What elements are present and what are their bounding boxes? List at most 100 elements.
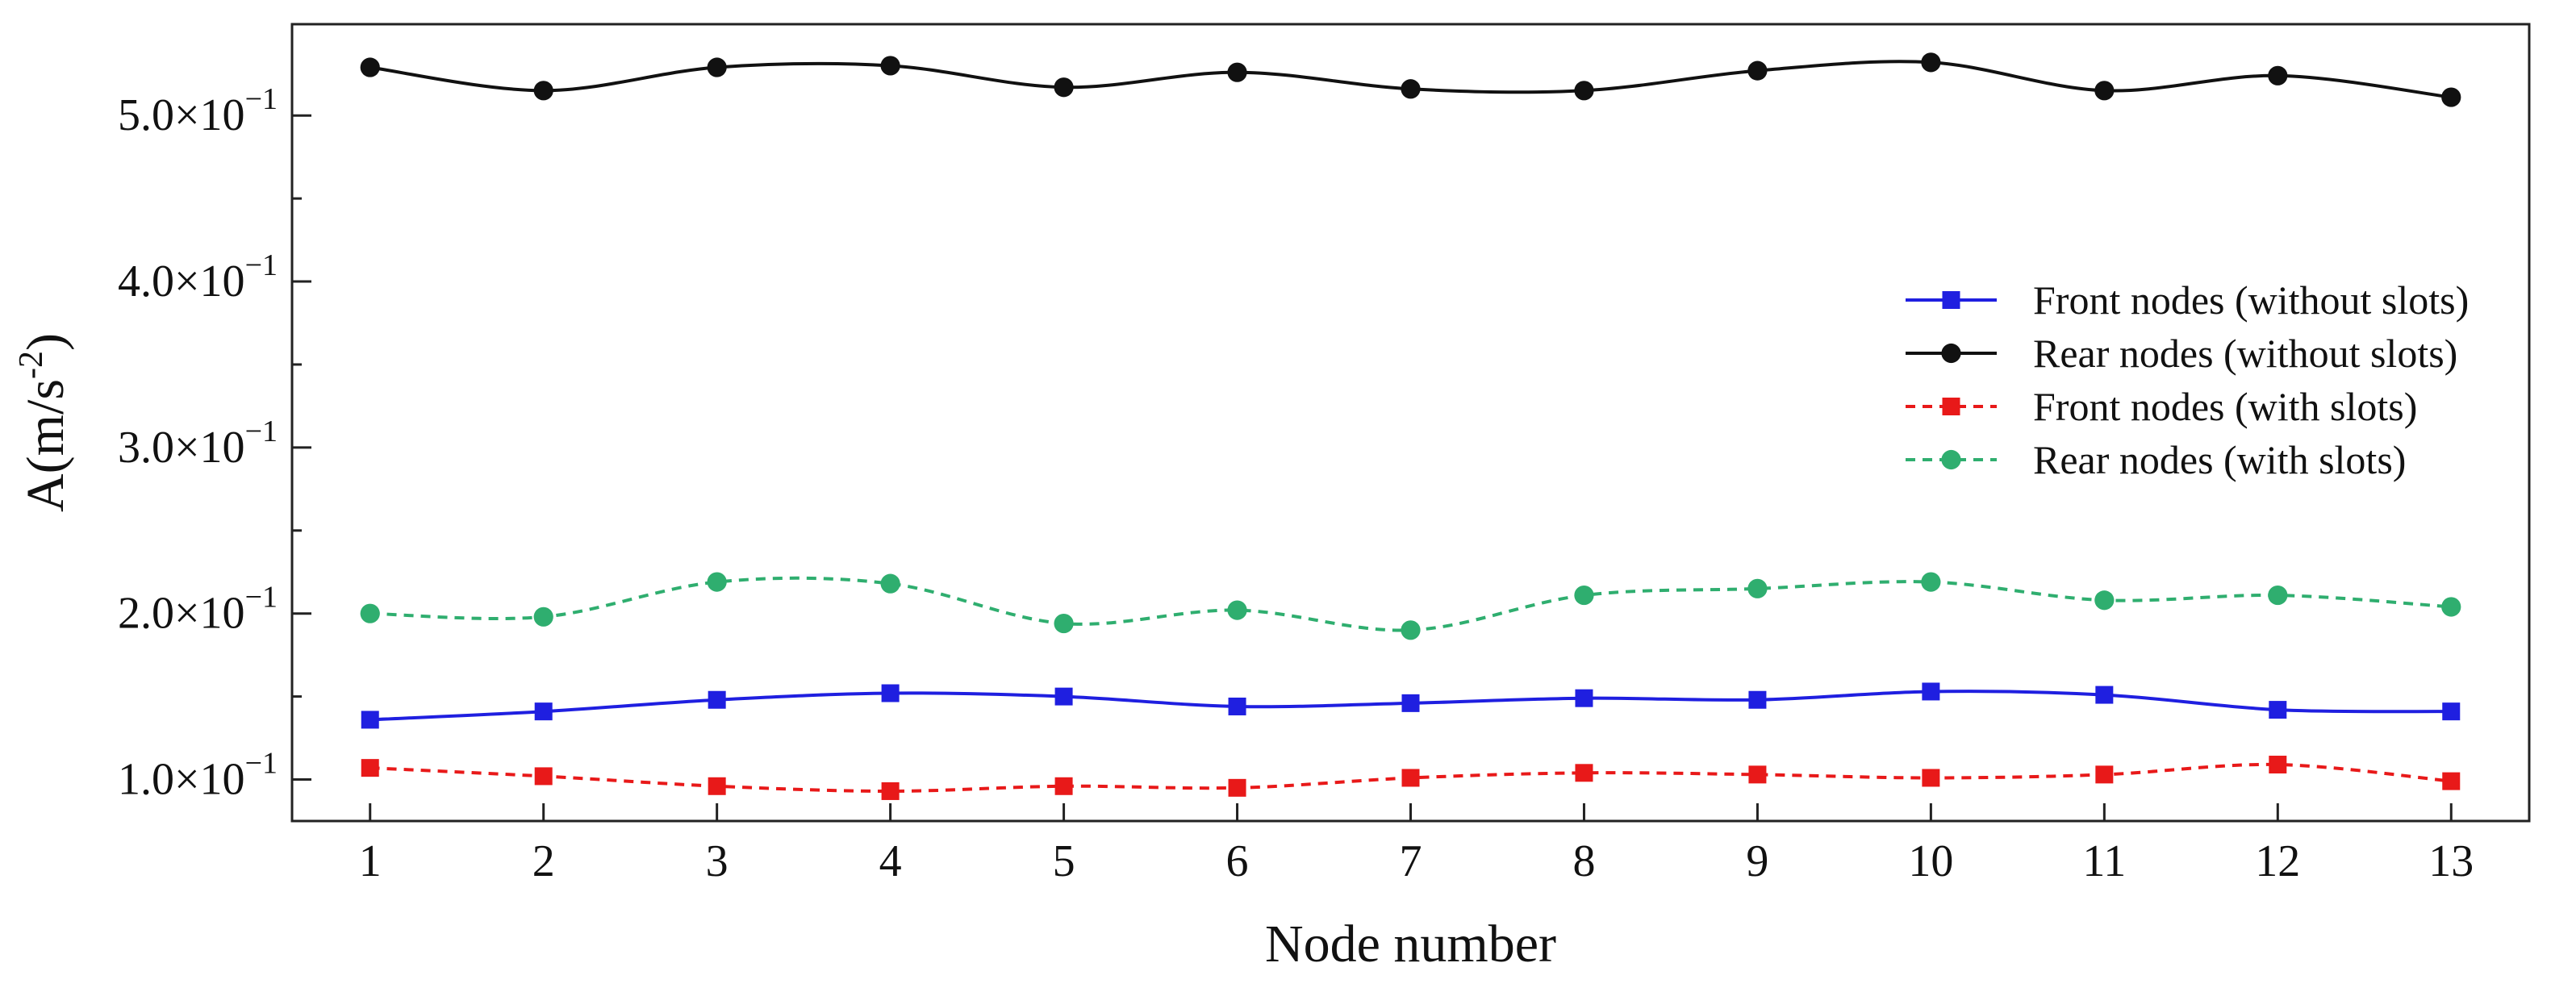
y-axis-title-end: ) [16,333,75,351]
y-tick-mantissa: 2.0×10 [118,589,245,639]
series-3 [361,756,2461,800]
data-point [707,57,727,77]
data-point [881,684,900,702]
data-point [1747,578,1768,598]
data-point [2094,590,2115,611]
data-point [1748,690,1767,709]
legend-label: Rear nodes (without slots) [2033,331,2457,376]
data-point [361,711,379,729]
data-point [361,759,379,777]
y-tick-exponent: −1 [245,415,278,448]
data-point [708,690,726,709]
data-point [533,606,553,627]
data-point [1227,600,1247,620]
data-point [1921,572,1941,592]
y-tick-mantissa: 5.0×10 [118,90,245,140]
data-point [2269,701,2287,719]
y-tick-label: 5.0×10−1 [118,82,278,140]
x-tick-label: 2 [532,836,555,886]
data-point [708,777,726,795]
series-layer [360,52,2461,800]
data-point [1401,620,1421,640]
y-tick-exponent: −1 [245,747,278,781]
legend-item: Front nodes (without slots) [1906,277,2469,323]
x-tick-label: 9 [1746,836,1768,886]
series-1 [361,682,2461,729]
data-point [1401,79,1421,99]
data-point [1574,81,1594,101]
x-tick-label: 10 [1908,836,1953,886]
y-tick-exponent: −1 [245,581,278,615]
data-point [2442,702,2461,721]
data-point [2269,756,2287,774]
series-4 [360,572,2461,640]
y-axis-ticks: 1.0×10−12.0×10−13.0×10−14.0×10−15.0×10−1 [118,82,311,805]
data-point [360,603,380,623]
data-point [1054,613,1074,634]
x-tick-label: 3 [706,836,729,886]
data-point [1054,777,1073,795]
data-point [1054,77,1074,98]
legend-label: Rear nodes (with slots) [2033,437,2406,482]
legend-marker [1941,343,1961,364]
x-tick-label: 7 [1400,836,1422,886]
y-tick-exponent: −1 [245,248,278,282]
data-point [1401,694,1420,712]
data-point [2095,686,2114,704]
y-tick-exponent: −1 [245,82,278,116]
data-point [1748,765,1767,784]
data-point [880,56,900,76]
data-point [1228,778,1246,797]
y-tick-label: 2.0×10−1 [118,581,278,639]
x-tick-label: 13 [2428,836,2474,886]
legend-marker [1942,291,1960,309]
x-tick-label: 4 [879,836,902,886]
x-tick-label: 12 [2255,836,2300,886]
y-tick-mantissa: 3.0×10 [118,423,245,473]
data-point [1054,687,1073,706]
y-axis-title-base: A(m/s [16,379,75,512]
y-tick-mantissa: 4.0×10 [118,256,245,306]
data-point [1747,60,1768,81]
y-axis-title-sup: -2 [13,351,50,379]
legend-label: Front nodes (without slots) [2033,277,2469,323]
y-tick-label: 1.0×10−1 [118,747,278,805]
data-point [534,702,553,721]
data-point [1227,62,1247,82]
data-point [2442,772,2461,790]
x-axis-ticks: 1 2 3 4 5 6 7 8 9 10 11 12 13 [359,803,2474,886]
y-tick-label: 4.0×10−1 [118,248,278,306]
legend-label: Front nodes (with slots) [2033,384,2417,429]
data-point [1921,52,1941,73]
data-point [1401,769,1420,787]
legend-item: Rear nodes (without slots) [1906,331,2457,376]
legend-marker [1942,398,1960,415]
legend: Front nodes (without slots) Rear nodes (w… [1906,277,2469,482]
data-point [2441,87,2461,107]
series-2 [360,52,2461,107]
data-point [2095,765,2114,784]
legend-marker [1941,449,1961,470]
data-point [2268,585,2288,606]
x-axis-title: Node number [1265,915,1556,973]
data-point [1575,689,1593,707]
data-point [1922,682,1940,701]
data-point [1922,769,1940,787]
x-tick-label: 5 [1053,836,1075,886]
data-point [2094,81,2115,101]
data-point [2441,597,2461,617]
x-tick-label: 8 [1572,836,1595,886]
data-point [533,81,553,101]
data-point [880,573,900,594]
y-tick-mantissa: 1.0×10 [118,755,245,805]
data-point [534,767,553,786]
data-point [1575,764,1593,782]
legend-item: Front nodes (with slots) [1906,384,2417,429]
data-point [360,57,380,77]
data-point [707,572,727,592]
data-point [881,782,900,800]
x-tick-label: 11 [2082,836,2126,886]
data-point [1228,697,1246,715]
data-point [1574,585,1594,606]
